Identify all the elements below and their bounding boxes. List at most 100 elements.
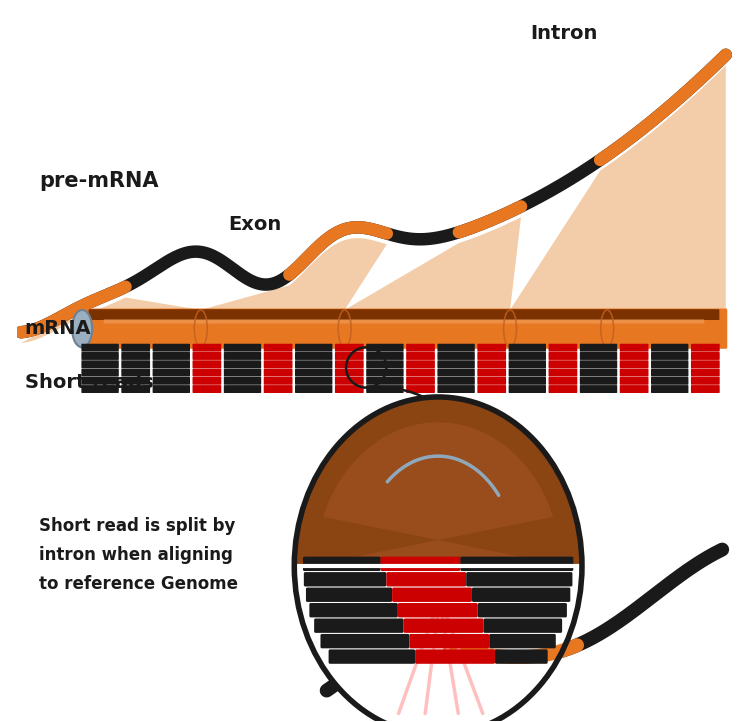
FancyBboxPatch shape [691,360,720,368]
FancyBboxPatch shape [81,344,119,352]
FancyBboxPatch shape [620,368,648,376]
FancyBboxPatch shape [88,309,719,320]
Polygon shape [294,397,582,566]
FancyBboxPatch shape [509,377,546,385]
Polygon shape [201,238,387,310]
FancyBboxPatch shape [495,649,547,664]
FancyBboxPatch shape [152,377,190,385]
FancyBboxPatch shape [335,385,363,393]
FancyBboxPatch shape [121,385,150,393]
Text: Intron: Intron [530,25,598,43]
Polygon shape [345,217,521,310]
FancyBboxPatch shape [415,649,495,664]
FancyBboxPatch shape [192,377,221,385]
FancyBboxPatch shape [691,368,720,376]
Text: Short reads: Short reads [25,373,153,392]
FancyBboxPatch shape [406,352,435,360]
FancyBboxPatch shape [472,588,570,602]
FancyBboxPatch shape [224,352,261,360]
FancyBboxPatch shape [477,368,506,376]
FancyBboxPatch shape [121,344,150,352]
FancyBboxPatch shape [620,352,648,360]
FancyBboxPatch shape [335,377,363,385]
FancyBboxPatch shape [509,385,546,393]
FancyBboxPatch shape [437,344,475,352]
FancyBboxPatch shape [651,352,688,360]
FancyBboxPatch shape [620,377,648,385]
FancyBboxPatch shape [580,377,618,385]
FancyBboxPatch shape [437,368,475,376]
FancyBboxPatch shape [406,368,435,376]
FancyBboxPatch shape [477,385,506,393]
FancyBboxPatch shape [81,377,119,385]
FancyBboxPatch shape [548,352,578,360]
FancyBboxPatch shape [192,352,221,360]
FancyBboxPatch shape [620,360,648,368]
FancyBboxPatch shape [81,308,728,349]
FancyBboxPatch shape [264,377,293,385]
FancyBboxPatch shape [509,360,546,368]
FancyBboxPatch shape [366,360,403,368]
FancyBboxPatch shape [121,377,150,385]
FancyBboxPatch shape [309,603,398,617]
FancyBboxPatch shape [224,377,261,385]
FancyBboxPatch shape [295,385,333,393]
Text: Short read is split by
intron when aligning
to reference Genome: Short read is split by intron when align… [39,517,238,593]
FancyBboxPatch shape [461,557,573,571]
FancyBboxPatch shape [403,619,483,633]
FancyBboxPatch shape [224,368,261,376]
FancyBboxPatch shape [366,344,403,352]
FancyBboxPatch shape [509,368,546,376]
FancyBboxPatch shape [398,603,478,617]
FancyBboxPatch shape [152,360,190,368]
FancyBboxPatch shape [152,352,190,360]
FancyBboxPatch shape [264,368,293,376]
FancyBboxPatch shape [548,385,578,393]
FancyBboxPatch shape [580,368,618,376]
FancyBboxPatch shape [295,344,333,352]
FancyBboxPatch shape [691,385,720,393]
FancyBboxPatch shape [406,344,435,352]
FancyBboxPatch shape [437,352,475,360]
FancyBboxPatch shape [483,619,562,633]
FancyBboxPatch shape [580,344,618,352]
FancyBboxPatch shape [548,344,578,352]
FancyBboxPatch shape [264,360,293,368]
FancyBboxPatch shape [121,368,150,376]
FancyBboxPatch shape [548,377,578,385]
FancyBboxPatch shape [651,368,688,376]
FancyBboxPatch shape [224,360,261,368]
FancyBboxPatch shape [264,344,293,352]
FancyBboxPatch shape [406,377,435,385]
FancyBboxPatch shape [224,344,261,352]
FancyBboxPatch shape [224,385,261,393]
FancyBboxPatch shape [548,368,578,376]
FancyBboxPatch shape [477,352,506,360]
FancyBboxPatch shape [152,368,190,376]
FancyBboxPatch shape [152,385,190,393]
FancyBboxPatch shape [437,385,475,393]
FancyBboxPatch shape [335,352,363,360]
FancyBboxPatch shape [192,360,221,368]
FancyBboxPatch shape [477,377,506,385]
FancyBboxPatch shape [406,360,435,368]
FancyBboxPatch shape [81,360,119,368]
FancyBboxPatch shape [651,377,688,385]
FancyBboxPatch shape [381,557,461,571]
FancyBboxPatch shape [477,344,506,352]
Ellipse shape [72,310,92,347]
FancyBboxPatch shape [306,588,392,602]
FancyBboxPatch shape [691,352,720,360]
FancyBboxPatch shape [580,385,618,393]
FancyBboxPatch shape [320,634,409,648]
FancyBboxPatch shape [104,319,704,323]
Text: Exon: Exon [228,215,281,234]
Polygon shape [510,66,726,310]
FancyBboxPatch shape [335,360,363,368]
FancyBboxPatch shape [366,385,403,393]
FancyBboxPatch shape [620,385,648,393]
FancyBboxPatch shape [580,360,618,368]
FancyBboxPatch shape [295,368,333,376]
FancyBboxPatch shape [409,634,489,648]
FancyBboxPatch shape [192,385,221,393]
